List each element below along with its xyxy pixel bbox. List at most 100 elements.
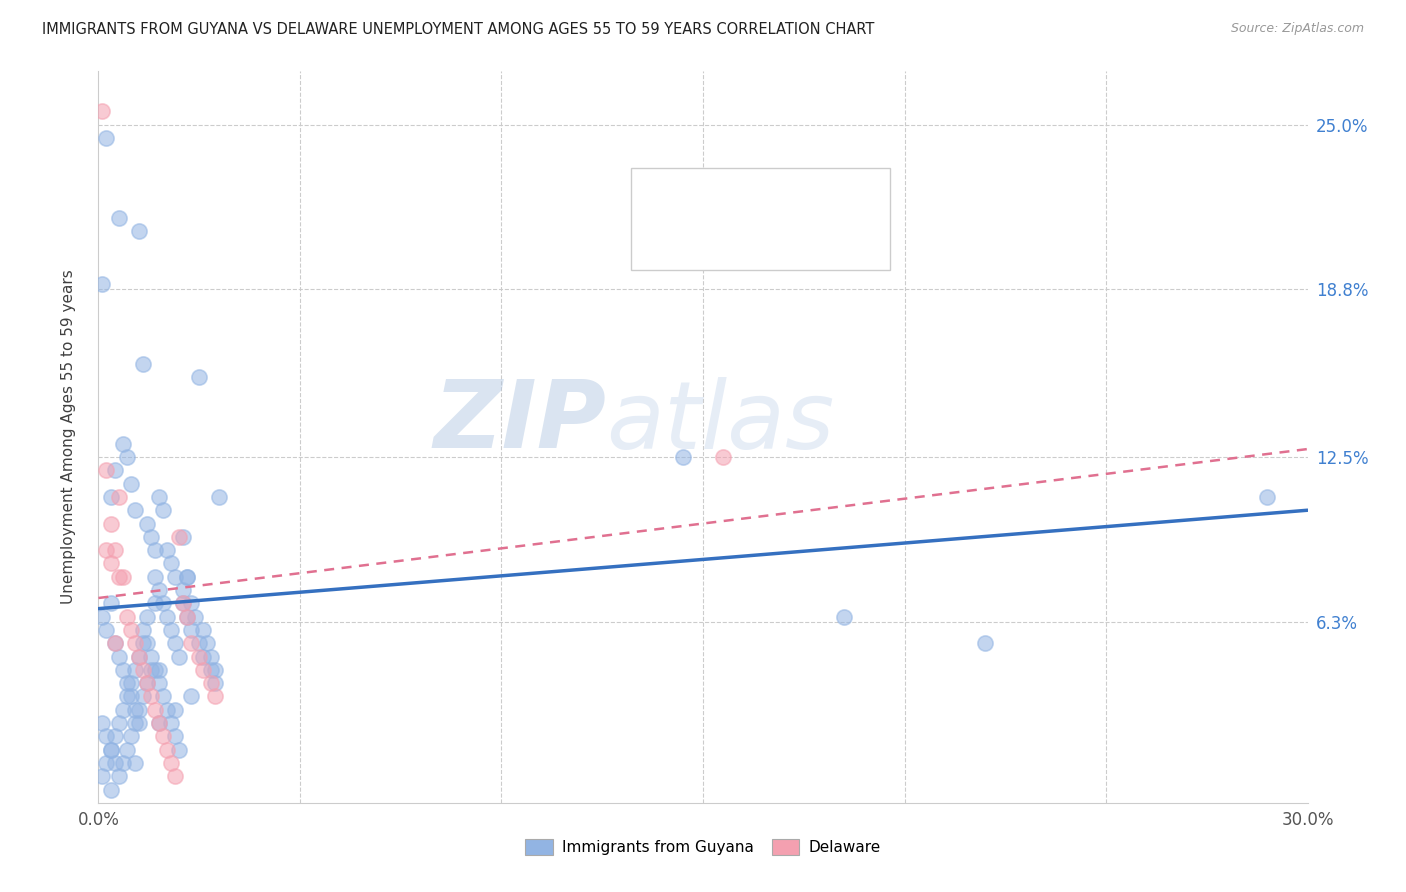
Point: [208, 490, 231, 504]
Point: [152, 503, 174, 517]
Point: [163, 636, 186, 650]
Point: [107, 649, 129, 664]
Point: [128, 703, 150, 717]
Point: [204, 676, 226, 690]
Point: [672, 450, 695, 464]
Point: [135, 516, 157, 531]
Point: [148, 716, 170, 731]
Point: [128, 224, 150, 238]
Point: [204, 663, 226, 677]
Point: [107, 716, 129, 731]
Point: [180, 596, 202, 610]
Point: [100, 742, 122, 756]
Point: [115, 690, 138, 704]
Point: [832, 609, 855, 624]
Point: [100, 596, 122, 610]
Point: [132, 663, 155, 677]
Point: [132, 690, 155, 704]
Point: [111, 436, 134, 450]
Text: Source: ZipAtlas.com: Source: ZipAtlas.com: [1230, 22, 1364, 36]
Point: [135, 676, 157, 690]
Point: [120, 476, 142, 491]
Text: atlas: atlas: [606, 377, 835, 468]
Point: [139, 649, 162, 664]
Point: [91, 277, 114, 292]
Point: [120, 729, 142, 743]
Point: [180, 690, 202, 704]
Point: [103, 729, 125, 743]
Point: [172, 530, 194, 544]
Point: [124, 503, 146, 517]
Point: [128, 716, 150, 731]
Text: N =: N =: [780, 187, 814, 202]
Point: [176, 609, 198, 624]
Point: [111, 703, 134, 717]
Point: [167, 649, 190, 664]
Text: 102: 102: [823, 187, 855, 202]
Point: [103, 636, 125, 650]
Point: [120, 690, 142, 704]
Point: [193, 649, 215, 664]
Point: [176, 570, 198, 584]
Point: [139, 663, 162, 677]
Point: [163, 769, 186, 783]
Point: [160, 756, 183, 770]
Point: [107, 211, 129, 225]
Point: [143, 663, 166, 677]
Point: [152, 729, 174, 743]
Point: [115, 450, 138, 464]
Point: [120, 623, 142, 637]
Point: [96, 463, 118, 477]
Point: [107, 570, 129, 584]
Point: [96, 131, 118, 145]
Point: [124, 663, 146, 677]
Point: [143, 543, 166, 558]
Point: [139, 690, 162, 704]
Text: 0.115: 0.115: [724, 187, 772, 202]
Point: [132, 623, 155, 637]
Point: [128, 649, 150, 664]
Point: [107, 490, 129, 504]
Point: [103, 463, 125, 477]
Point: [111, 570, 134, 584]
Point: [167, 742, 190, 756]
Point: [91, 716, 114, 731]
Point: [115, 609, 138, 624]
Point: [160, 557, 183, 571]
Point: [1256, 490, 1278, 504]
Point: [120, 676, 142, 690]
Point: [124, 636, 146, 650]
FancyBboxPatch shape: [631, 168, 890, 269]
Point: [100, 557, 122, 571]
Point: [107, 769, 129, 783]
Point: [193, 663, 215, 677]
Text: R =: R =: [683, 187, 717, 202]
Point: [163, 570, 186, 584]
Point: [167, 530, 190, 544]
Point: [160, 623, 183, 637]
Point: [143, 596, 166, 610]
Point: [111, 756, 134, 770]
Point: [160, 716, 183, 731]
Point: [156, 543, 179, 558]
Point: [100, 516, 122, 531]
Point: [172, 596, 194, 610]
Text: ZIP: ZIP: [433, 376, 606, 468]
Point: [176, 570, 198, 584]
Point: [135, 676, 157, 690]
Point: [100, 490, 122, 504]
Point: [143, 570, 166, 584]
Point: [156, 609, 179, 624]
Text: 0.077: 0.077: [724, 233, 772, 248]
Point: [193, 623, 215, 637]
Point: [91, 769, 114, 783]
Point: [200, 676, 222, 690]
Point: [180, 623, 202, 637]
Point: [132, 357, 155, 371]
Point: [148, 716, 170, 731]
Point: [111, 663, 134, 677]
Point: [148, 582, 170, 597]
Point: [96, 729, 118, 743]
Point: [124, 756, 146, 770]
Point: [115, 742, 138, 756]
